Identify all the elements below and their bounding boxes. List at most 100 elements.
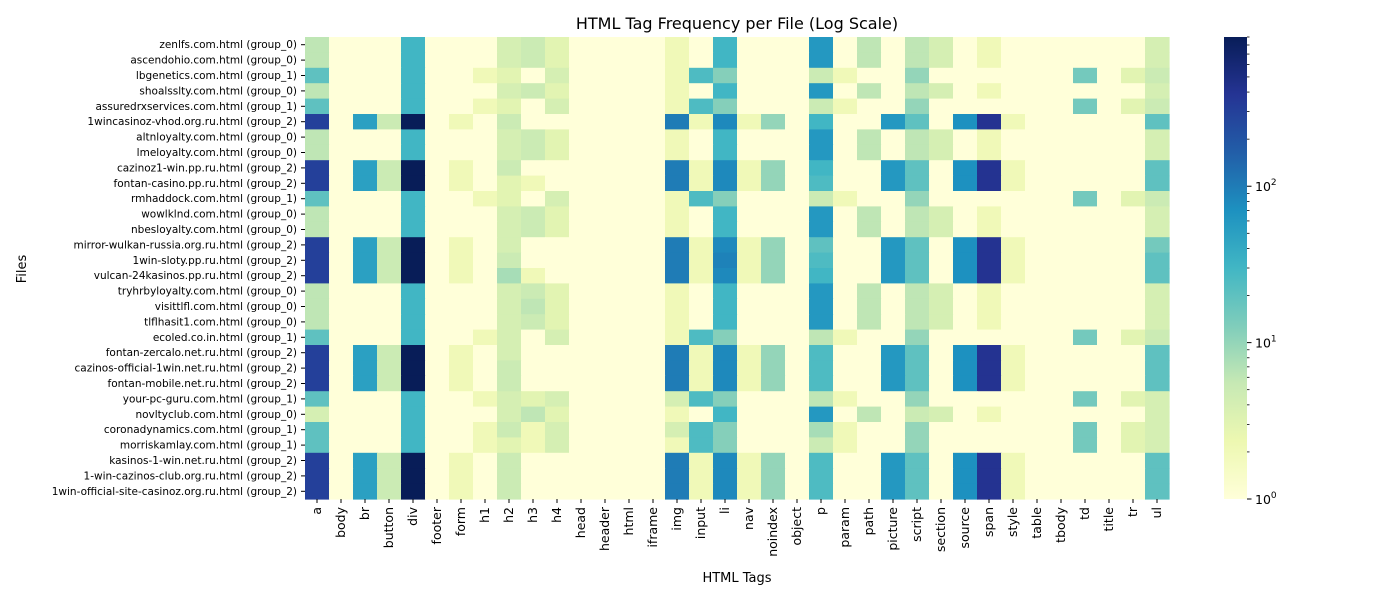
heatmap-cell: [473, 283, 498, 300]
heatmap-cell: [1097, 437, 1122, 454]
heatmap-cell: [425, 437, 450, 454]
heatmap-cell: [1097, 360, 1122, 377]
heatmap-cell: [809, 52, 834, 69]
heatmap-cell: [305, 114, 330, 130]
heatmap-cell: [809, 406, 834, 423]
heatmap-cell: [713, 483, 738, 500]
heatmap-cell: [1073, 221, 1098, 238]
heatmap-cell: [977, 360, 1002, 377]
heatmap-cell: [569, 298, 594, 315]
heatmap-cell: [737, 52, 762, 69]
heatmap-cell: [737, 283, 762, 300]
heatmap-cell: [593, 252, 618, 269]
heatmap-cell: [617, 191, 642, 207]
heatmap-cell: [905, 283, 930, 300]
heatmap-cell: [905, 114, 930, 130]
heatmap-cell: [857, 314, 882, 331]
heatmap-cell: [929, 52, 954, 69]
heatmap-cell: [1049, 37, 1074, 53]
heatmap-cell: [1001, 314, 1026, 331]
heatmap-cell: [737, 175, 762, 192]
heatmap-cell: [305, 191, 330, 207]
heatmap-cell: [521, 237, 546, 254]
heatmap-cell: [929, 144, 954, 161]
heatmap-cell: [833, 452, 858, 469]
heatmap-cell: [665, 375, 690, 392]
heatmap-cell: [761, 360, 786, 377]
heatmap-cell: [497, 144, 522, 161]
heatmap-cell: [593, 268, 618, 284]
heatmap-cell: [809, 114, 834, 130]
heatmap-cell: [569, 314, 594, 331]
heatmap-cell: [1121, 206, 1146, 223]
heatmap-cell: [353, 314, 378, 331]
heatmap-cell: [473, 252, 498, 269]
heatmap-cell: [1049, 483, 1074, 500]
heatmap-cell: [521, 452, 546, 469]
heatmap-cell: [569, 83, 594, 100]
heatmap-cell: [785, 37, 810, 53]
heatmap-cell: [713, 144, 738, 161]
heatmap-cell: [569, 191, 594, 207]
heatmap-cell: [1097, 37, 1122, 53]
heatmap-cell: [1097, 391, 1122, 408]
heatmap-cell: [1073, 329, 1098, 346]
heatmap-cell: [881, 98, 906, 115]
heatmap-cell: [641, 268, 666, 284]
heatmap-cell: [569, 52, 594, 69]
heatmap-cell: [1025, 375, 1050, 392]
heatmap-cell: [521, 52, 546, 69]
heatmap-cell: [761, 252, 786, 269]
heatmap-cell: [569, 483, 594, 500]
heatmap-cell: [449, 67, 474, 84]
heatmap-cell: [521, 37, 546, 53]
heatmap-cell: [1145, 406, 1170, 423]
y-tick-label: ecoled.co.in.html (group_1): [153, 332, 297, 344]
heatmap-cell: [617, 252, 642, 269]
heatmap-cell: [665, 114, 690, 130]
heatmap-cell: [425, 391, 450, 408]
heatmap-cell: [1121, 422, 1146, 438]
heatmap-cell: [1001, 129, 1026, 146]
heatmap-cell: [545, 237, 570, 254]
heatmap-cell: [377, 144, 402, 161]
heatmap-cell: [305, 129, 330, 146]
heatmap-cell: [305, 52, 330, 69]
heatmap-cell: [1001, 191, 1026, 207]
heatmap-cell: [1049, 391, 1074, 408]
heatmap-cell: [497, 298, 522, 315]
heatmap-cell: [689, 437, 714, 454]
heatmap-cell: [881, 37, 906, 53]
heatmap-cell: [473, 329, 498, 346]
heatmap-cell: [713, 406, 738, 423]
heatmap-cell: [713, 83, 738, 100]
heatmap-cell: [593, 468, 618, 485]
heatmap-cell: [761, 67, 786, 84]
heatmap-cell: [449, 298, 474, 315]
heatmap-cell: [1097, 314, 1122, 331]
heatmap-cell: [449, 221, 474, 238]
heatmap-cell: [665, 437, 690, 454]
heatmap-cell: [977, 422, 1002, 438]
heatmap-cell: [473, 375, 498, 392]
heatmap-cell: [833, 406, 858, 423]
heatmap-cell: [881, 375, 906, 392]
heatmap-cell: [353, 83, 378, 100]
heatmap-cell: [353, 206, 378, 223]
heatmap-cell: [929, 37, 954, 53]
heatmap-cell: [1073, 206, 1098, 223]
x-tick-label: picture: [885, 507, 900, 551]
heatmap-cell: [785, 98, 810, 115]
heatmap-cell: [689, 114, 714, 130]
heatmap-cell: [545, 160, 570, 177]
heatmap-cell: [329, 375, 354, 392]
heatmap-cell: [449, 237, 474, 254]
heatmap-cell: [1049, 221, 1074, 238]
heatmap-cell: [329, 52, 354, 69]
y-tick-label: shoalsslty.com.html (group_0): [139, 85, 297, 97]
heatmap-cell: [353, 175, 378, 192]
heatmap-cell: [1121, 144, 1146, 161]
heatmap-cell: [497, 437, 522, 454]
heatmap-cell: [1121, 483, 1146, 500]
